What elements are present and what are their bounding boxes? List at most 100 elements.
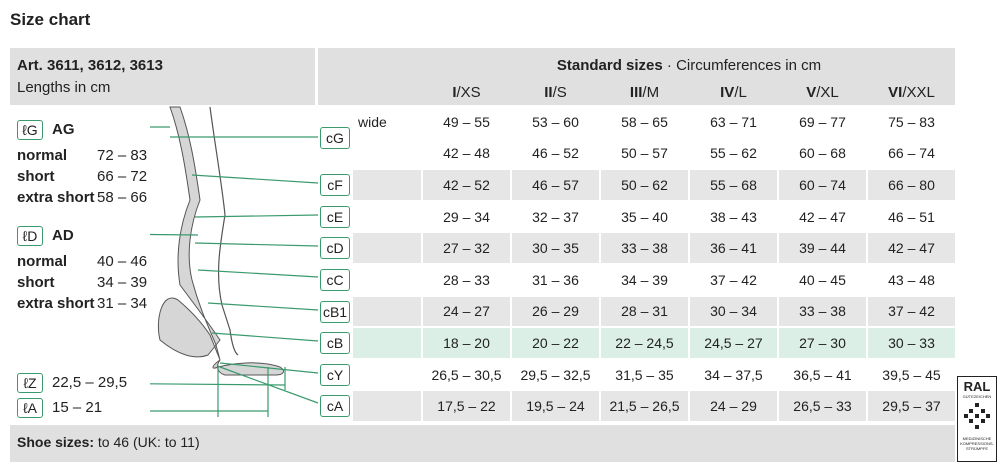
size-cell: 30 – 34 xyxy=(690,296,777,327)
size-header: VI/XXL xyxy=(868,81,955,103)
length-range: 72 – 83 xyxy=(97,147,148,164)
size-cell: 42 – 47 xyxy=(799,208,846,225)
length-range: 34 – 39 xyxy=(97,274,148,291)
length-range: 66 – 72 xyxy=(97,168,148,185)
note-cell xyxy=(353,296,421,327)
size-cell: 42 – 52 xyxy=(423,170,510,200)
size-cell: 42 – 47 xyxy=(868,233,955,263)
size-cell: 27 – 32 xyxy=(423,233,510,263)
badge-sub: GÜTEZEICHEN xyxy=(962,394,992,399)
size-header: V/XL xyxy=(779,81,866,103)
length-label: ℓG xyxy=(17,120,43,140)
size-cell: 63 – 71 xyxy=(710,113,757,130)
size-roman: I xyxy=(452,83,457,101)
table-header xyxy=(318,48,955,105)
note-cell xyxy=(353,202,421,232)
left-header xyxy=(10,48,315,105)
unit: Lengths in cm xyxy=(17,79,111,96)
leg-drawing xyxy=(150,106,319,417)
size-letter: /XS xyxy=(456,83,481,101)
size-cell: 36 – 41 xyxy=(690,233,777,263)
length-type: short xyxy=(17,274,55,291)
size-cell: 35 – 40 xyxy=(621,208,668,225)
size-cell: 34 – 37,5 xyxy=(704,366,763,383)
length-name: AG xyxy=(52,121,75,138)
size-cell: 33 – 38 xyxy=(779,296,866,327)
size-cell: 36,5 – 41 xyxy=(793,366,852,383)
size-roman: II xyxy=(544,83,553,101)
footer-value: to 46 (UK: to 11) xyxy=(97,434,200,450)
length-type: normal xyxy=(17,253,68,270)
size-cell: 24,5 – 27 xyxy=(690,328,777,358)
size-cell: 30 – 35 xyxy=(512,233,599,263)
length-name: AD xyxy=(52,227,74,244)
size-cell: 39,5 – 45 xyxy=(882,366,941,383)
size-cell: 42 – 48 xyxy=(443,145,490,162)
size-cell: 34 – 39 xyxy=(621,271,668,288)
size-cell: 20 – 22 xyxy=(512,328,599,358)
circumference-label: cB1 xyxy=(320,300,350,323)
size-cell: 43 – 48 xyxy=(888,271,935,288)
size-roman: V xyxy=(806,83,817,101)
note-cell xyxy=(353,170,421,200)
size-cell: 50 – 57 xyxy=(621,145,668,162)
circumference-label: cB xyxy=(320,332,350,355)
circumference-label: cG xyxy=(320,126,350,149)
size-cell: 38 – 43 xyxy=(710,208,757,225)
note-cell: wide xyxy=(358,113,387,130)
size-header: I/XS xyxy=(423,81,510,103)
size-cell: 46 – 51 xyxy=(888,208,935,225)
size-cell: 60 – 68 xyxy=(799,145,846,162)
size-cell: 24 – 27 xyxy=(423,296,510,327)
size-cell: 29,5 – 32,5 xyxy=(520,366,591,383)
size-cell: 46 – 57 xyxy=(512,170,599,200)
length-range: 40 – 46 xyxy=(97,253,148,270)
size-cell: 33 – 38 xyxy=(601,233,688,263)
length-label: ℓA xyxy=(17,398,43,418)
length-type: extra short xyxy=(17,295,95,312)
article: Art. 3611, 3612, 3613 xyxy=(17,57,163,74)
size-letter: /XL xyxy=(816,83,839,101)
size-cell: 46 – 52 xyxy=(532,145,579,162)
footer xyxy=(10,425,955,462)
circumference-label: cY xyxy=(320,363,350,386)
length-range: 22,5 – 29,5 xyxy=(52,374,128,391)
size-cell: 66 – 80 xyxy=(868,170,955,200)
size-cell: 75 – 83 xyxy=(888,113,935,130)
size-cell: 18 – 20 xyxy=(423,328,510,358)
size-letter: /L xyxy=(734,83,747,101)
note-cell xyxy=(353,139,421,169)
badge-name: RAL xyxy=(963,379,991,394)
note-cell xyxy=(353,360,421,390)
title: Size chart xyxy=(10,10,91,29)
note-cell xyxy=(353,328,421,358)
size-cell: 22 – 24,5 xyxy=(601,328,688,358)
size-cell: 28 – 33 xyxy=(443,271,490,288)
length-range: 31 – 34 xyxy=(97,295,148,312)
size-cell: 26 – 29 xyxy=(512,296,599,327)
note-cell xyxy=(353,233,421,263)
length-type: normal xyxy=(17,147,68,164)
length-type: extra short xyxy=(17,189,95,206)
size-roman: III xyxy=(629,83,643,101)
note-cell xyxy=(353,265,421,295)
size-cell: 32 – 37 xyxy=(532,208,579,225)
footer-text: Shoe sizes: to 46 (UK: to 11) xyxy=(17,434,200,450)
length-label: ℓD xyxy=(17,226,43,246)
size-cell: 37 – 42 xyxy=(868,296,955,327)
size-roman: VI xyxy=(888,83,903,101)
length-range: 15 – 21 xyxy=(52,399,103,416)
size-cell: 37 – 42 xyxy=(710,271,757,288)
badge-caption: MEDIZINISCHE KOMPRESSIONS-STRÜMPFE xyxy=(960,436,994,451)
ral-badge: RAL GÜTEZEICHEN MEDIZINISCHE KOMPRESSION… xyxy=(957,376,997,462)
length-range: 58 – 66 xyxy=(97,189,148,206)
size-cell: 29,5 – 37 xyxy=(868,391,955,421)
size-header: IV/L xyxy=(690,81,777,103)
size-cell: 55 – 68 xyxy=(690,170,777,200)
size-cell: 26,5 – 30,5 xyxy=(431,366,502,383)
circumference-label: cE xyxy=(320,205,350,228)
circumference-label: cF xyxy=(320,174,350,197)
size-cell: 39 – 44 xyxy=(779,233,866,263)
length-label: ℓZ xyxy=(17,373,43,393)
